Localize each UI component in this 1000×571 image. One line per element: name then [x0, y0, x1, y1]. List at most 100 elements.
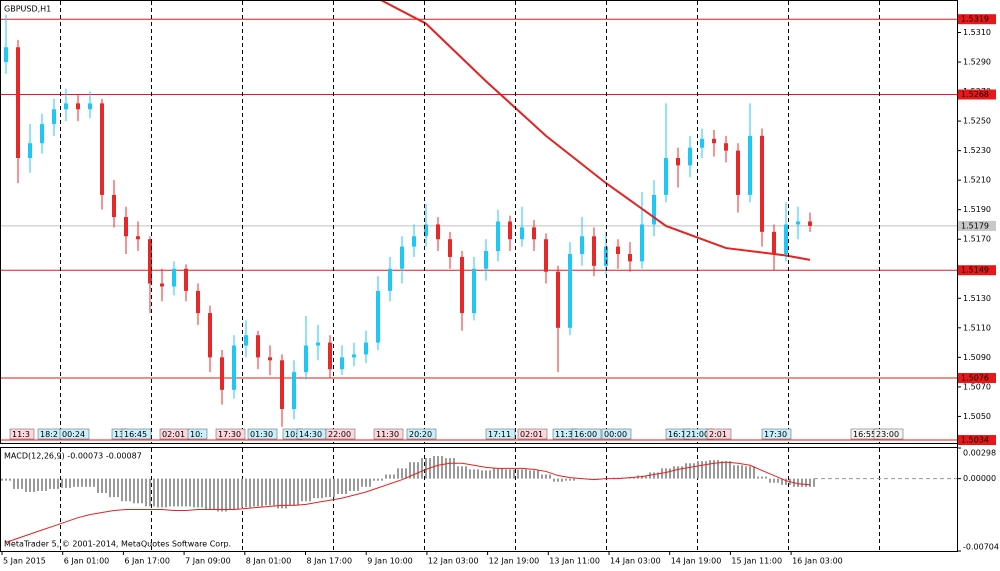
trade-tag-box — [121, 428, 152, 440]
trade-tag: 17:11 — [488, 430, 511, 439]
candle-body — [640, 224, 644, 262]
level-box — [958, 89, 996, 100]
trade-tag-box — [406, 428, 437, 440]
candle-body — [4, 47, 8, 63]
candle-body — [724, 143, 728, 151]
y-tick-label: 1.5190 — [963, 205, 991, 214]
macd-tick-label: -0.00704 — [963, 543, 999, 552]
candle-body — [544, 239, 548, 272]
y-tick-label: 1.5110 — [963, 323, 991, 332]
trade-tag-box — [517, 428, 548, 440]
trade-tag-box — [247, 428, 278, 440]
level-label: 1.5076 — [961, 374, 989, 383]
x-tick-label: 5 Jan 2015 — [3, 557, 46, 566]
y-tick-label: 1.5130 — [963, 294, 991, 303]
x-tick-label: 12 Jan 03:00 — [428, 557, 479, 566]
candle-body — [664, 158, 668, 195]
y-tick-label: 1.5290 — [963, 58, 991, 67]
level-box — [958, 265, 996, 276]
trade-tag-box — [873, 428, 904, 440]
candle-body — [52, 109, 56, 125]
level-label: 1.5319 — [961, 15, 989, 24]
candle-body — [520, 227, 524, 240]
candle-body — [208, 313, 212, 358]
candle-body — [772, 231, 776, 254]
x-tick-label: 14 Jan 19:00 — [671, 557, 722, 566]
candle-body — [304, 345, 308, 373]
candle-body — [748, 135, 752, 195]
candle-body — [16, 47, 20, 159]
candle-body — [556, 271, 560, 328]
current-price-label: 1.5179 — [961, 221, 989, 230]
current-price-box — [958, 220, 996, 231]
macd-signal — [5, 461, 811, 543]
candle-body — [460, 256, 464, 314]
trade-tag-box — [571, 428, 602, 440]
candle-body — [484, 251, 488, 269]
macd-label: MACD(12,26,9) -0.00073 -0.00087 — [4, 452, 142, 461]
trade-tag-box — [187, 428, 208, 440]
trade-tag-box — [485, 428, 516, 440]
candle-body — [688, 147, 692, 166]
candle-body — [292, 372, 296, 410]
level-label: 1.5268 — [961, 90, 989, 99]
candle-body — [676, 158, 680, 166]
candle-body — [352, 354, 356, 358]
y-tick-label: 1.5230 — [963, 146, 991, 155]
candle-body — [160, 283, 164, 287]
candle-body — [364, 342, 368, 355]
trade-tag: 00:24 — [62, 430, 85, 439]
trade-tag: 17:30 — [218, 430, 241, 439]
trade-tag: 16:00 — [574, 430, 597, 439]
y-tick-label: 1.5070 — [963, 382, 991, 391]
trade-tag: 2:01 — [709, 430, 727, 439]
candle-body — [256, 335, 260, 358]
trade-tag: 10: — [190, 430, 203, 439]
trade-tag: 14:30 — [299, 430, 322, 439]
candle-body — [760, 135, 764, 232]
candle-body — [784, 224, 788, 254]
candle-body — [76, 103, 80, 110]
candle-body — [232, 345, 236, 390]
candle-body — [508, 221, 512, 240]
level-box — [958, 435, 996, 446]
trade-tag: 11:3 — [555, 430, 573, 439]
y-tick-label: 1.5050 — [963, 412, 991, 421]
candle-body — [196, 290, 200, 314]
x-tick-label: 8 Jan 01:00 — [246, 557, 292, 566]
candle-body — [124, 217, 128, 237]
level-box — [958, 14, 996, 25]
candle-body — [616, 246, 620, 254]
trade-tag: 13 — [114, 430, 124, 439]
candle-body — [244, 335, 248, 346]
trade-tag-box — [706, 428, 732, 440]
level-box — [958, 373, 996, 384]
trade-tag-box — [373, 428, 404, 440]
trade-tag-box — [59, 428, 90, 440]
candle-body — [700, 138, 704, 148]
x-tick-label: 15 Jan 11:00 — [731, 557, 782, 566]
candle-body — [340, 357, 344, 370]
candle-body — [184, 268, 188, 291]
candle-body — [88, 103, 92, 110]
candle-body — [172, 268, 176, 287]
copyright: MetaTrader 5, © 2001-2014, MetaQuotes So… — [4, 540, 231, 549]
candle-body — [436, 224, 440, 240]
candle-body — [100, 103, 104, 195]
trade-tag: 21:00 — [686, 430, 709, 439]
y-tick-label: 1.5090 — [963, 353, 991, 362]
trade-tag: 02:01 — [520, 430, 543, 439]
candle-body — [424, 224, 428, 237]
candle-body — [796, 221, 800, 225]
x-tick-label: 14 Jan 03:00 — [610, 557, 661, 566]
trade-tag-box — [325, 428, 356, 440]
candle-body — [280, 360, 284, 410]
candle-body — [628, 253, 632, 262]
trade-tag-box — [761, 428, 792, 440]
candle-body — [448, 239, 452, 257]
candle-body — [712, 138, 716, 144]
level-label: 1.5034 — [961, 436, 989, 445]
candle-body — [652, 194, 656, 225]
candle-body — [472, 268, 476, 314]
candle-body — [112, 194, 116, 218]
